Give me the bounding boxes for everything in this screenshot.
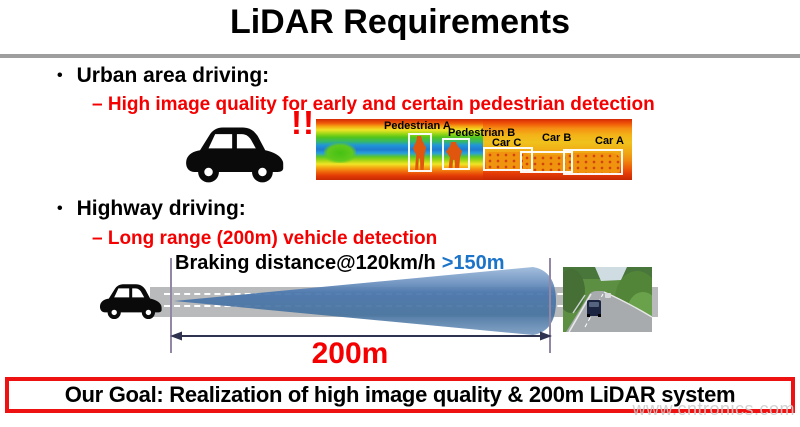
goal-banner: Our Goal: Realization of high image qual… bbox=[5, 377, 795, 413]
detection-box-pedestrian-a bbox=[408, 133, 432, 172]
watermark: www.cntronics.com bbox=[632, 399, 795, 419]
goal-text: Our Goal: Realization of high image qual… bbox=[64, 382, 736, 407]
car-silhouette-icon bbox=[99, 284, 162, 319]
range-arrow bbox=[170, 331, 552, 341]
bullet-dot: • bbox=[57, 67, 63, 84]
braking-distance-value: >150m bbox=[441, 252, 505, 274]
range-end-line bbox=[549, 258, 551, 353]
braking-distance-caption: Braking distance@120km/h >150m bbox=[175, 252, 505, 275]
car-b-blob bbox=[523, 155, 570, 171]
lidar-scan-vegetation-blob bbox=[324, 143, 356, 163]
car-a-blob bbox=[566, 153, 620, 173]
urban-heading-label: Urban area driving: bbox=[76, 64, 270, 87]
range-start-line bbox=[170, 258, 172, 353]
range-label: 200m bbox=[311, 337, 389, 370]
label-car-b: Car B bbox=[542, 132, 572, 144]
car-silhouette-icon bbox=[186, 127, 284, 183]
pedestrian-b-silhouette bbox=[446, 142, 462, 169]
title-divider bbox=[0, 54, 800, 58]
pedestrian-a-silhouette bbox=[413, 136, 426, 170]
lidar-beam-cone bbox=[174, 267, 556, 335]
label-pedestrian-b: Pedestrian B bbox=[448, 127, 516, 139]
car-icon bbox=[183, 122, 287, 186]
detection-box-car-a bbox=[563, 149, 623, 175]
road-photo bbox=[563, 267, 652, 332]
label-car-a: Car A bbox=[595, 135, 624, 147]
highway-bullet-item: • Highway driving: bbox=[57, 197, 246, 221]
car-c-blob bbox=[486, 152, 530, 169]
page-title: LiDAR Requirements bbox=[229, 3, 571, 41]
highway-heading-label: Highway driving: bbox=[76, 197, 246, 220]
detection-box-car-c bbox=[483, 147, 533, 171]
highway-detail-text: – Long range (200m) vehicle detection bbox=[92, 228, 438, 249]
warning-exclamation-marks: !! bbox=[291, 104, 315, 141]
bullet-dot: • bbox=[57, 200, 63, 217]
car-icon-small bbox=[98, 281, 164, 321]
urban-detail-text: – High image quality for early and certa… bbox=[92, 94, 655, 115]
lidar-scan-image: Pedestrian A Pedestrian B Car C Car B Ca… bbox=[316, 119, 632, 180]
braking-distance-label: Braking distance@120km/h bbox=[175, 252, 436, 274]
detection-box-car-b bbox=[520, 151, 573, 173]
detection-box-pedestrian-b bbox=[442, 138, 470, 170]
label-car-c: Car C bbox=[492, 137, 522, 149]
urban-bullet-item: • Urban area driving: bbox=[57, 64, 269, 88]
label-pedestrian-a: Pedestrian A bbox=[384, 120, 451, 132]
